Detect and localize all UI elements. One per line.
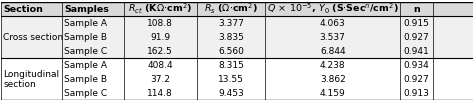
Text: n: n [413,5,420,14]
Text: Sample C: Sample C [64,89,108,98]
Bar [0,72,474,86]
Text: 0.913: 0.913 [404,89,429,98]
Text: 114.8: 114.8 [147,89,173,98]
Text: Sample C: Sample C [64,47,108,56]
Text: 3.862: 3.862 [320,75,346,84]
Text: 408.4: 408.4 [147,61,173,70]
Text: 3.835: 3.835 [218,33,244,42]
Text: 13.55: 13.55 [218,75,244,84]
Text: 3.377: 3.377 [218,19,244,28]
Text: 0.927: 0.927 [404,75,429,84]
Text: 9.453: 9.453 [218,89,244,98]
Text: 6.844: 6.844 [320,47,346,56]
Text: 3.537: 3.537 [320,33,346,42]
Text: 91.9: 91.9 [150,33,170,42]
Text: 0.941: 0.941 [404,47,429,56]
Text: 4.159: 4.159 [320,89,346,98]
Bar [0,16,474,30]
Text: 0.934: 0.934 [404,61,429,70]
Text: Sample A: Sample A [64,19,108,28]
Text: $Q$ $\times$ $10^{-5}$, $Y_0$ (S$\cdot$Sec$^n$/cm$^2$): $Q$ $\times$ $10^{-5}$, $Y_0$ (S$\cdot$S… [267,2,399,16]
Text: 6.560: 6.560 [218,47,244,56]
Text: 0.915: 0.915 [404,19,429,28]
Text: Sample B: Sample B [64,33,108,42]
Text: 8.315: 8.315 [218,61,244,70]
Text: 162.5: 162.5 [147,47,173,56]
Text: $R_s$ ($\Omega$$\cdot$cm$^2$): $R_s$ ($\Omega$$\cdot$cm$^2$) [204,2,258,16]
Bar [0,2,474,16]
Bar [0,86,474,100]
Text: 37.2: 37.2 [150,75,170,84]
Text: Longitudinal
section: Longitudinal section [3,70,59,89]
Text: 4.063: 4.063 [320,19,346,28]
Text: 108.8: 108.8 [147,19,173,28]
Bar [0,30,474,44]
Bar [0,58,474,72]
Text: Sample A: Sample A [64,61,108,70]
Text: Section: Section [3,5,43,14]
Text: Cross section: Cross section [3,33,63,42]
Text: Sample B: Sample B [64,75,108,84]
Text: Samples: Samples [64,5,109,14]
Text: 0.927: 0.927 [404,33,429,42]
Bar [0,44,474,58]
Text: 4.238: 4.238 [320,61,346,70]
Text: $R_{ct}$ (K$\Omega$$\cdot$cm$^2$): $R_{ct}$ (K$\Omega$$\cdot$cm$^2$) [128,2,192,16]
